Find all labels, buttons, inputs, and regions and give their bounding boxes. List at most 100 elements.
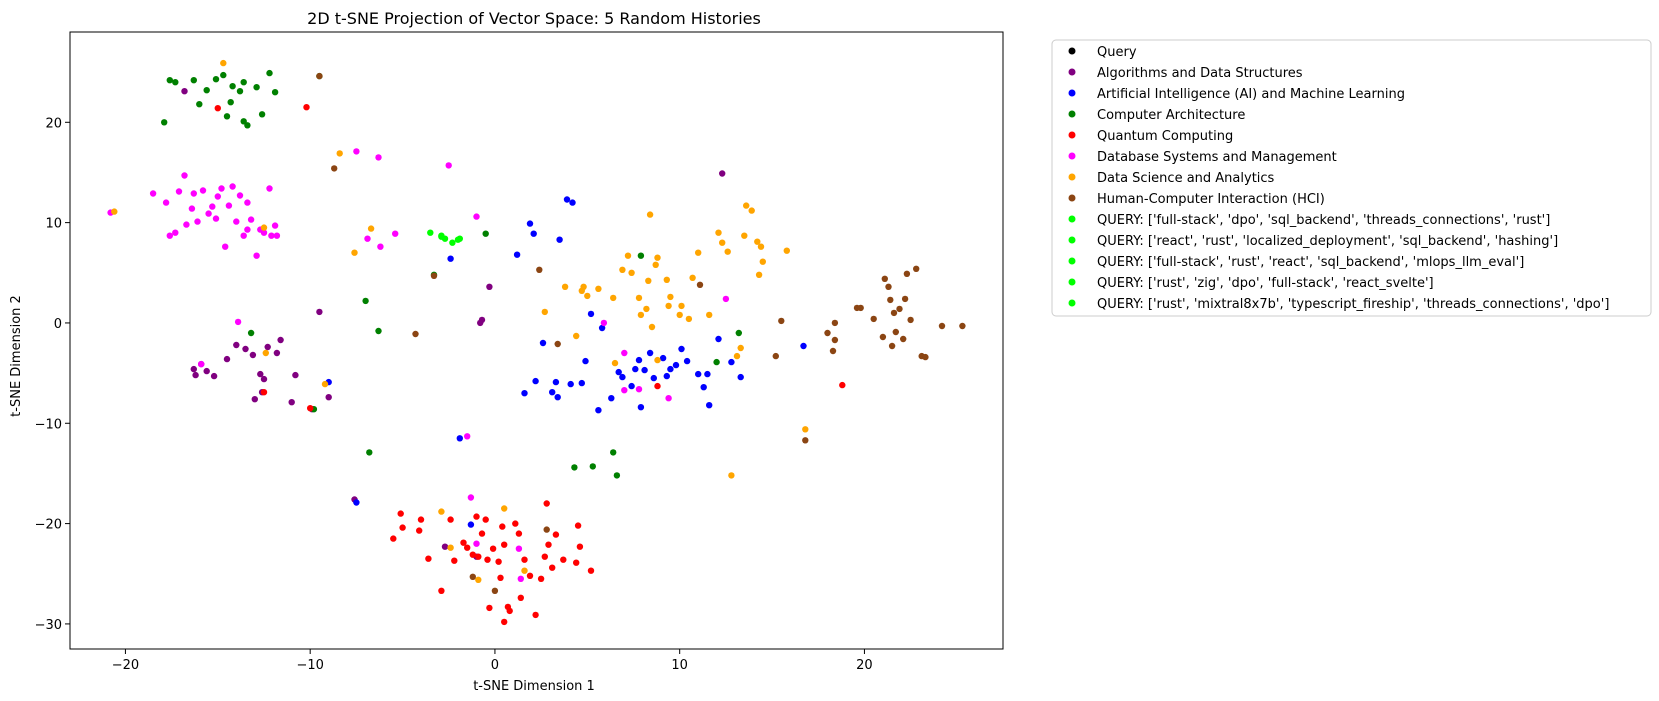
data-point bbox=[515, 530, 523, 537]
data-point bbox=[887, 296, 894, 304]
data-point bbox=[260, 229, 268, 236]
data-point bbox=[678, 302, 685, 310]
data-point bbox=[748, 207, 755, 214]
plot-area bbox=[69, 31, 1004, 650]
data-point bbox=[580, 283, 587, 290]
data-point bbox=[111, 208, 118, 215]
legend-marker bbox=[1068, 68, 1076, 76]
legend-entry: Artificial Intelligence (AI) and Machine… bbox=[1068, 87, 1405, 102]
legend-label: QUERY: ['full-stack', 'dpo', 'sql_backen… bbox=[1097, 213, 1550, 228]
legend: Query Algorithms and Data Structures Artif… bbox=[1051, 39, 1652, 317]
data-point bbox=[417, 516, 425, 523]
data-point bbox=[336, 150, 343, 157]
data-point bbox=[704, 370, 711, 378]
data-point bbox=[567, 380, 574, 388]
data-point bbox=[641, 366, 648, 374]
data-point bbox=[506, 607, 513, 615]
data-point bbox=[543, 500, 550, 507]
data-point bbox=[831, 336, 839, 344]
data-point bbox=[888, 342, 896, 350]
legend-marker bbox=[1068, 47, 1076, 55]
data-point bbox=[181, 88, 188, 95]
data-point bbox=[247, 329, 255, 337]
data-point bbox=[260, 375, 268, 383]
data-point bbox=[663, 276, 670, 283]
data-point bbox=[576, 543, 584, 550]
data-point bbox=[683, 357, 691, 365]
data-point bbox=[715, 229, 722, 236]
data-point bbox=[715, 335, 722, 343]
data-point bbox=[212, 76, 220, 83]
data-point bbox=[501, 618, 508, 626]
data-point bbox=[611, 359, 619, 367]
data-point bbox=[635, 386, 643, 393]
data-point bbox=[521, 567, 528, 574]
data-point bbox=[220, 71, 227, 79]
data-point bbox=[478, 530, 486, 537]
data-point bbox=[325, 394, 332, 401]
data-point bbox=[541, 308, 548, 316]
data-point bbox=[260, 224, 268, 231]
data-point bbox=[839, 381, 846, 389]
data-point bbox=[515, 545, 523, 552]
legend-label: QUERY: ['full-stack', 'rust', 'react', '… bbox=[1097, 255, 1524, 270]
y-axis-label: t-SNE Dimension 2 bbox=[9, 295, 24, 417]
data-point bbox=[938, 322, 946, 330]
data-point bbox=[257, 370, 264, 378]
data-point bbox=[728, 358, 735, 366]
data-point bbox=[881, 275, 888, 282]
y-tick-label: −20 bbox=[35, 518, 62, 533]
data-point bbox=[667, 293, 674, 301]
data-point bbox=[755, 271, 763, 278]
series-10 bbox=[449, 239, 456, 246]
data-point bbox=[430, 272, 438, 279]
data-point bbox=[556, 236, 563, 243]
legend-entry: Data Science and Analytics bbox=[1068, 171, 1275, 186]
data-point bbox=[307, 405, 314, 412]
data-point bbox=[214, 193, 221, 200]
data-point bbox=[521, 390, 528, 397]
chart-title: 2D t-SNE Projection of Vector Space: 5 R… bbox=[307, 9, 761, 28]
data-point bbox=[316, 308, 323, 316]
data-point bbox=[482, 516, 489, 523]
legend-label: QUERY: ['rust', 'zig', 'dpo', 'full-stac… bbox=[1097, 276, 1434, 291]
data-point bbox=[632, 365, 639, 373]
data-point bbox=[892, 328, 899, 336]
data-point bbox=[271, 222, 279, 229]
data-point bbox=[573, 559, 580, 566]
data-point bbox=[149, 190, 157, 197]
legend-marker bbox=[1068, 89, 1076, 97]
data-point bbox=[700, 384, 707, 391]
data-point bbox=[416, 527, 423, 534]
data-point bbox=[233, 341, 240, 349]
data-point bbox=[427, 229, 434, 236]
data-point bbox=[367, 225, 375, 232]
data-point bbox=[271, 89, 279, 96]
data-point bbox=[561, 283, 569, 290]
data-point bbox=[663, 372, 670, 380]
data-point bbox=[831, 319, 839, 327]
data-point bbox=[456, 235, 463, 242]
data-point bbox=[613, 472, 621, 479]
data-point bbox=[532, 377, 539, 385]
x-tick-label: −20 bbox=[112, 658, 139, 673]
data-point bbox=[696, 281, 704, 288]
x-axis-label: t-SNE Dimension 1 bbox=[473, 679, 595, 694]
data-point bbox=[574, 522, 582, 529]
data-point bbox=[266, 185, 273, 192]
series-7 bbox=[427, 229, 434, 236]
data-point bbox=[467, 521, 475, 528]
data-point bbox=[552, 378, 560, 386]
data-point bbox=[192, 371, 199, 379]
data-point bbox=[719, 239, 726, 246]
data-point bbox=[364, 235, 371, 242]
data-point bbox=[181, 172, 188, 179]
legend-frame bbox=[1051, 39, 1652, 317]
legend-entry: Query bbox=[1068, 45, 1137, 60]
data-point bbox=[390, 535, 397, 542]
legend-label: QUERY: ['react', 'rust', 'localized_depl… bbox=[1097, 234, 1558, 249]
data-point bbox=[584, 292, 591, 300]
legend-entry: QUERY: ['full-stack', 'rust', 'react', '… bbox=[1068, 255, 1524, 270]
data-point bbox=[624, 252, 632, 259]
legend-marker bbox=[1068, 152, 1076, 160]
